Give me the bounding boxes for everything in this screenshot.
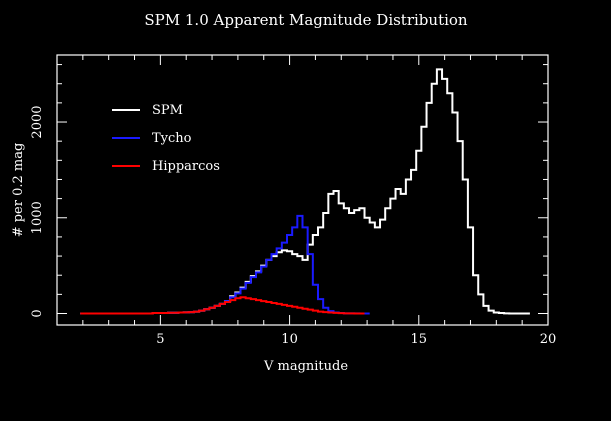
x-axis-label: V magnitude bbox=[263, 359, 348, 374]
series-line-hipparcos bbox=[80, 296, 365, 315]
x-tick-label: 10 bbox=[281, 332, 298, 347]
plot-area: 5 10 15 20 0 1000 2000 bbox=[30, 54, 557, 347]
series-line-tycho bbox=[80, 214, 370, 315]
x-tick-label: 15 bbox=[411, 332, 428, 347]
x-tick-label: 5 bbox=[156, 332, 164, 347]
chart-title: SPM 1.0 Apparent Magnitude Distribution bbox=[144, 11, 468, 29]
plot-frame bbox=[56, 54, 549, 326]
y-tick-label: 0 bbox=[30, 309, 45, 317]
x-tick-label: 20 bbox=[540, 332, 557, 347]
y-tick-label: 2000 bbox=[30, 105, 45, 138]
y-tick-label: 1000 bbox=[30, 201, 45, 234]
legend-label-tycho: Tycho bbox=[152, 131, 192, 146]
legend: SPM Tycho Hipparcos bbox=[112, 103, 220, 174]
legend-label-hipparcos: Hipparcos bbox=[152, 159, 220, 174]
legend-label-spm: SPM bbox=[152, 103, 183, 118]
series-line-spm bbox=[80, 68, 530, 315]
y-axis-label: # per 0.2 mag bbox=[11, 143, 26, 238]
